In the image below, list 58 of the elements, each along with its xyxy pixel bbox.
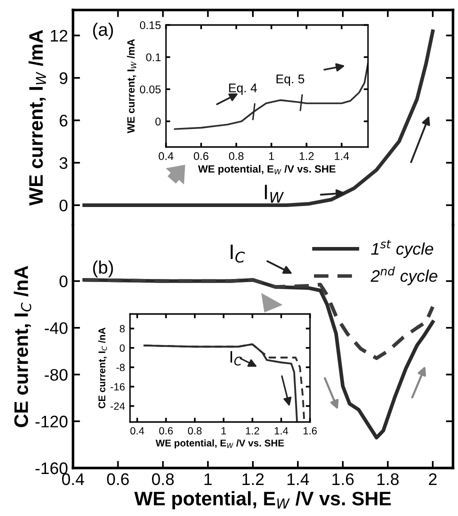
- legend-label: 1$^{st}$ cycle: [371, 240, 434, 258]
- x-tick-label: 1.6: [332, 473, 354, 486]
- y-axis-title: WE current, I$_{W}$ /mA: [28, 30, 46, 206]
- y-tick-label: 0: [155, 118, 161, 126]
- x-tick-label: 0.4: [130, 427, 144, 435]
- legend-label: 2$^{nd}$ cycle: [370, 266, 438, 286]
- y-tick-label: -80: [44, 368, 68, 381]
- x-axis-title: WE potential, E$_{W}$ /V vs. SHE: [198, 164, 336, 175]
- x-tick-label: 1.2: [300, 152, 314, 160]
- x-tick-label: 0.6: [194, 152, 208, 160]
- y-tick-label: 0: [60, 200, 68, 212]
- x-tick-label: 1.2: [246, 427, 260, 434]
- y-tick-label: 12: [50, 30, 68, 42]
- y-axis-title: WE current, I$_{W}$ /mA: [126, 39, 136, 134]
- y-tick-label: 0.15: [140, 21, 161, 30]
- x-axis-title: WE potential, E$_{W}$ /V vs. SHE: [156, 439, 284, 448]
- y-tick-label: -16: [110, 383, 125, 391]
- annotation: I$_{W}$: [264, 184, 284, 203]
- x-tick-label: 1: [204, 473, 212, 485]
- x-tick-label: 1.4: [288, 473, 309, 485]
- annotation: (b): [93, 260, 113, 278]
- y-tick-label: -120: [36, 416, 68, 428]
- x-tick-label: 1.6: [304, 427, 317, 435]
- y-tick-label: 0.05: [140, 85, 161, 94]
- annotation: I$_{C}$: [230, 351, 242, 366]
- annotation: Eq. 5: [276, 74, 304, 86]
- x-tick-label: 1: [222, 427, 226, 434]
- x-tick-label: 0.6: [107, 473, 129, 486]
- x-tick-label: 1.4: [274, 427, 288, 434]
- annotation: I$_{C}$: [230, 244, 245, 263]
- x-tick-label: 0.4: [158, 152, 174, 160]
- x-tick-label: 0.8: [152, 473, 174, 486]
- x-tick-label: 1.8: [377, 473, 399, 486]
- x-axis-title: WE potential, E$_{W}$ /V vs. SHE: [134, 491, 391, 510]
- y-tick-label: -40: [44, 322, 68, 334]
- x-tick-label: 1.2: [242, 473, 264, 485]
- y-axis-title: CE current, I$_{C}$ /nA: [98, 328, 107, 408]
- x-tick-label: 0.4: [62, 473, 84, 486]
- x-tick-label: 0.6: [159, 427, 173, 435]
- y-tick-label: -24: [110, 402, 125, 410]
- y-tick-label: 6: [60, 114, 68, 127]
- y-tick-label: 9: [60, 72, 68, 84]
- y-tick-label: -8: [116, 364, 125, 372]
- x-tick-label: 0.8: [228, 152, 244, 160]
- y-tick-label: 0.1: [146, 53, 161, 62]
- y-tick-label: 0: [120, 344, 125, 352]
- x-tick-label: 1.4: [334, 152, 350, 160]
- y-tick-label: 3: [60, 157, 68, 169]
- line-series: [174, 62, 368, 130]
- y-tick-label: 0: [60, 275, 68, 288]
- y-axis-title: CE current, I$_{C}$ /nA: [14, 266, 32, 428]
- annotation: Eq. 4: [229, 84, 257, 95]
- x-tick-label: 2: [428, 473, 437, 485]
- x-tick-label: 0.8: [188, 427, 202, 435]
- y-tick-label: 8: [120, 325, 125, 332]
- y-tick-label: -160: [36, 462, 68, 474]
- x-tick-label: 1: [269, 152, 274, 160]
- annotation: (a): [93, 22, 113, 40]
